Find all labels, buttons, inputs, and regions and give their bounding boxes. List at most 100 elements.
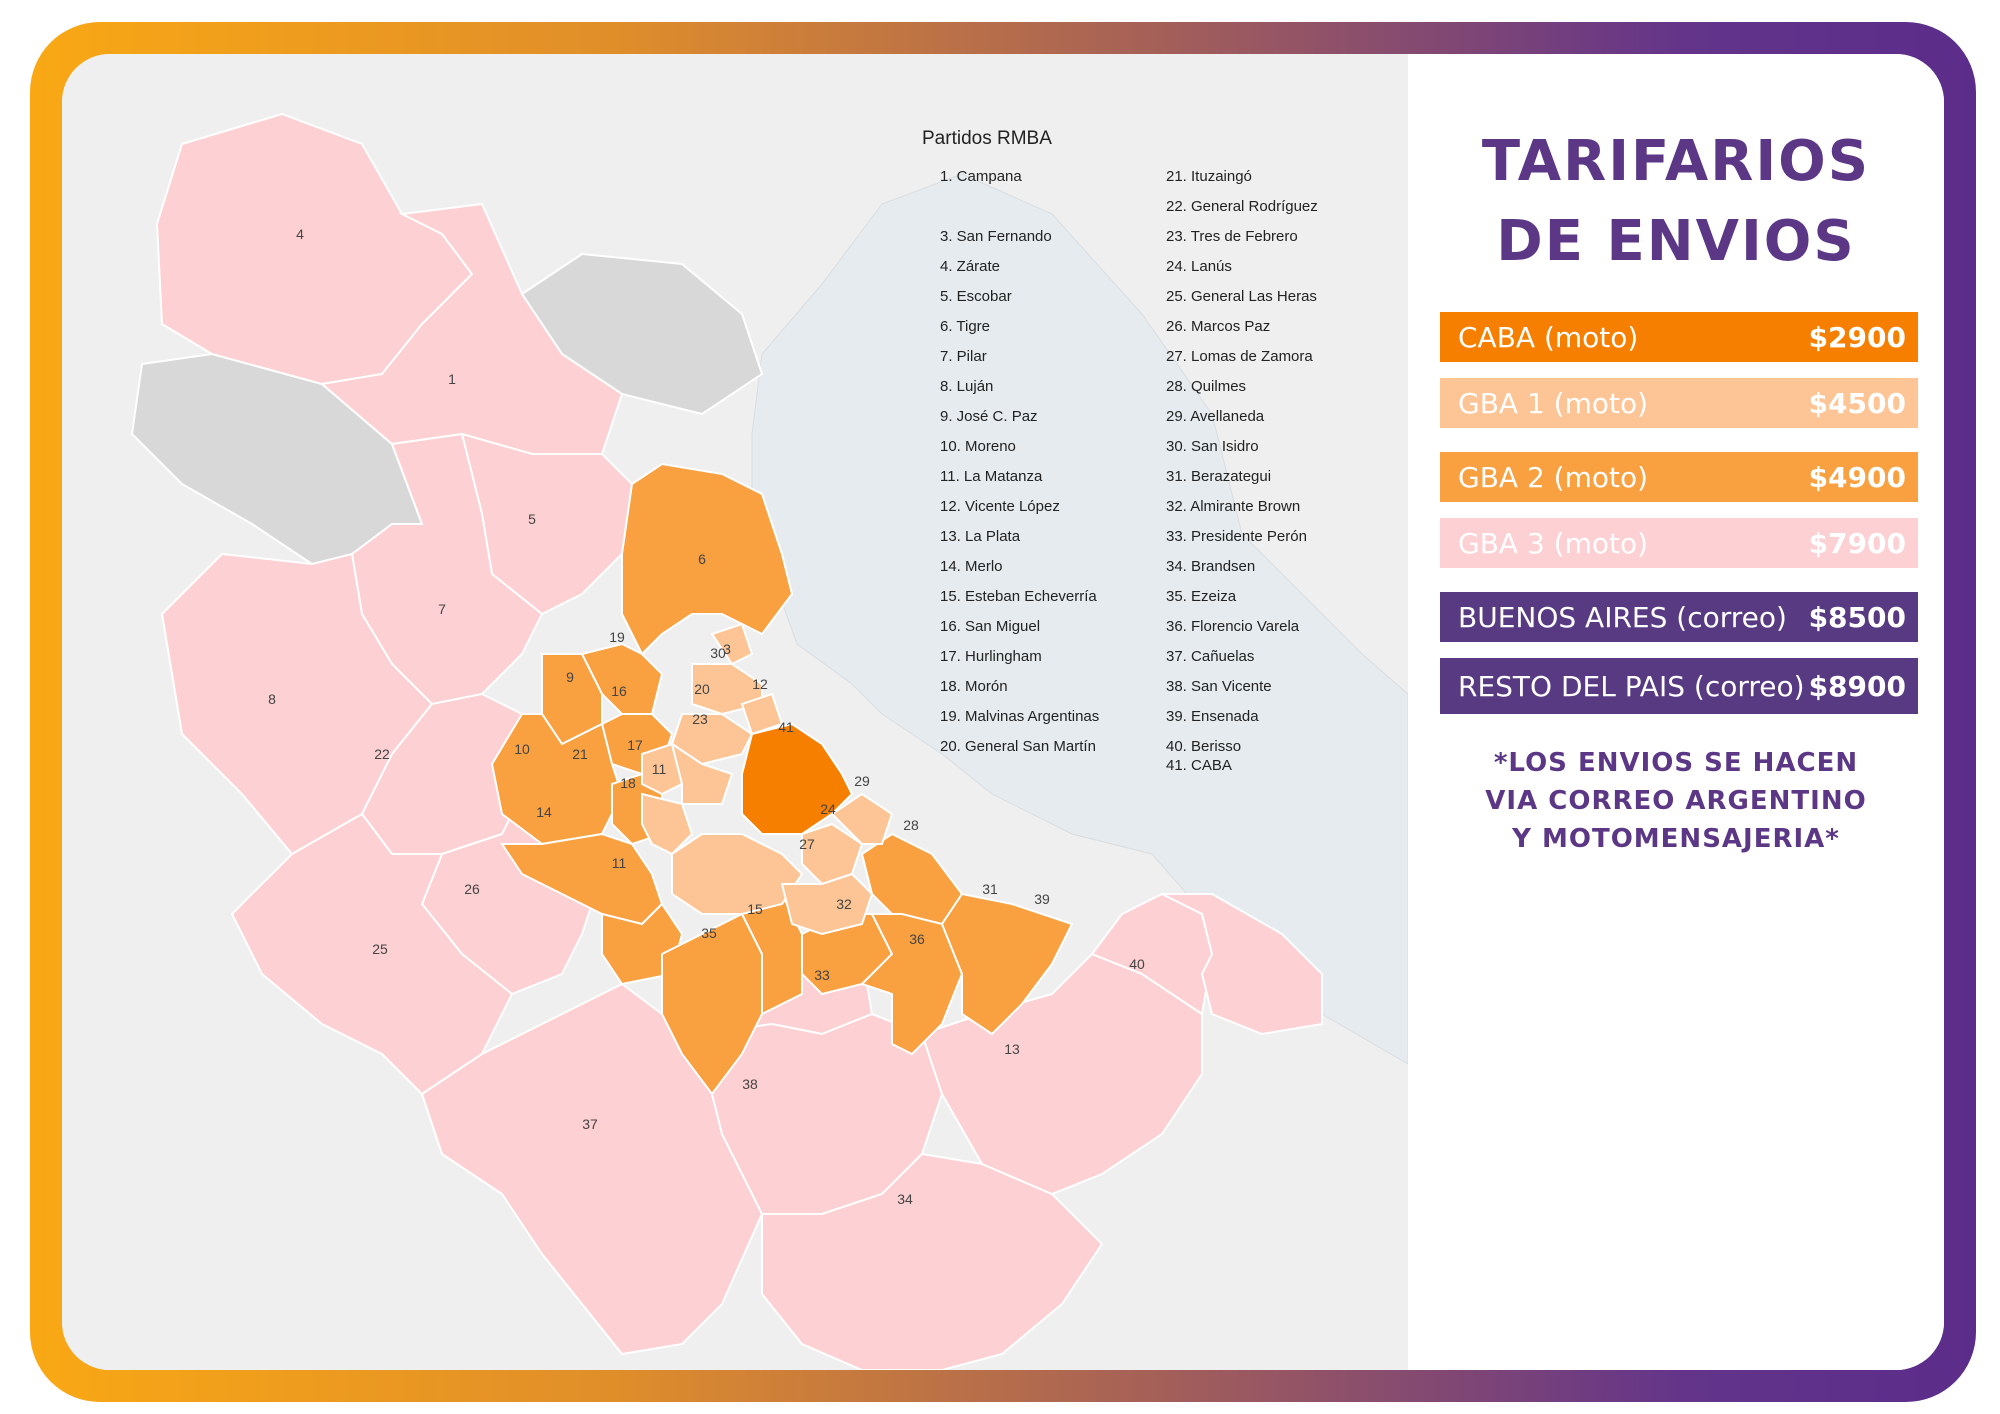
note-line-2: VIA CORREO ARGENTINO <box>1485 786 1867 816</box>
map-label-29: 29 <box>854 773 870 789</box>
map-label-37: 37 <box>582 1116 598 1132</box>
rate-row-resto-del-pais: RESTO DEL PAIS (correo) $8900 <box>1440 658 1918 714</box>
partido-35 <box>661 912 763 1096</box>
partido-12 <box>740 692 784 736</box>
map-label-38: 38 <box>742 1076 758 1092</box>
map-label-4: 4 <box>296 226 304 242</box>
title-line-1: TARIFARIOS <box>1481 129 1871 194</box>
rmba-map: 1 3 4 5 6 7 8 9 10 11 11 12 13 14 15 16 … <box>62 54 1408 1370</box>
partido-31 <box>940 892 1074 1036</box>
legend-item: 13. La Plata <box>940 528 1021 545</box>
map-label-6: 6 <box>698 551 706 567</box>
map-label-35: 35 <box>701 925 717 941</box>
partido-25 <box>230 812 514 1096</box>
legend-item: 10. Moreno <box>940 438 1016 455</box>
legend-item: 4. Zárate <box>940 258 1001 275</box>
map-label-18: 18 <box>620 775 636 791</box>
partido-17 <box>641 742 684 796</box>
shipping-note: *LOS ENVIOS SE HACEN VIA CORREO ARGENTIN… <box>1408 744 1944 858</box>
map-label-20: 20 <box>694 681 710 697</box>
rate-price: $4500 <box>1808 386 1906 420</box>
legend-item: 41. CABA <box>1166 757 1232 774</box>
legend-item: 23. Tres de Febrero <box>1166 228 1298 245</box>
map-labels: 1 3 4 5 6 7 8 9 10 11 11 12 13 14 15 16 … <box>268 226 1145 1207</box>
note-line-1: *LOS ENVIOS SE HACEN <box>1493 748 1859 778</box>
rate-label: GBA 2 (moto) <box>1458 460 1649 494</box>
legend-item: 21. Ituzaingó <box>1166 168 1252 185</box>
map-label-8: 8 <box>268 691 276 707</box>
legend-item: 3. San Fernando <box>940 228 1052 245</box>
card: 1 3 4 5 6 7 8 9 10 11 11 12 13 14 15 16 … <box>62 54 1944 1370</box>
map-label-33: 33 <box>814 967 830 983</box>
legend-item: 35. Ezeiza <box>1166 588 1237 605</box>
rate-label: RESTO DEL PAIS (correo) <box>1458 669 1805 703</box>
rate-label: GBA 1 (moto) <box>1458 386 1649 420</box>
rate-price: $7900 <box>1808 526 1906 560</box>
rate-row-buenos-aires: BUENOS AIRES (correo) $8500 <box>1440 592 1918 642</box>
map-label-11-north: 11 <box>652 761 667 777</box>
rate-row-gba2: GBA 2 (moto) $4900 <box>1440 452 1918 502</box>
partido-37 <box>420 982 764 1356</box>
legend-title: Partidos RMBA <box>922 128 1052 149</box>
legend-item: 18. Morón <box>940 678 1008 695</box>
rate-row-gba3: GBA 3 (moto) $7900 <box>1440 518 1918 568</box>
legend-item: 25. General Las Heras <box>1166 288 1317 305</box>
map-label-31: 31 <box>982 881 998 897</box>
legend-item: 30. San Isidro <box>1166 438 1259 455</box>
map-label-30: 30 <box>710 645 726 661</box>
legend-item: 36. Florencio Varela <box>1166 618 1300 635</box>
map-label-9: 9 <box>566 669 574 685</box>
map-label-28: 28 <box>903 817 919 833</box>
map-label-17: 17 <box>627 737 643 753</box>
legend-item: 24. Lanús <box>1166 258 1232 275</box>
rate-row-caba: CABA (moto) $2900 <box>1440 312 1918 362</box>
rate-label: CABA (moto) <box>1458 320 1639 354</box>
map-label-25: 25 <box>372 941 388 957</box>
legend-item: 40. Berisso <box>1166 738 1242 755</box>
partido-36 <box>860 913 964 1056</box>
legend-item: 32. Almirante Brown <box>1166 498 1301 515</box>
map-legend: Partidos RMBA 1. Campana 3. San Fernando… <box>922 128 1358 775</box>
legend-item: 33. Presidente Perón <box>1166 528 1307 545</box>
rate-label: GBA 3 (moto) <box>1458 526 1649 560</box>
legend-item: 9. José C. Paz <box>940 408 1038 425</box>
map-label-14: 14 <box>536 804 552 820</box>
legend-item: 5. Escobar <box>940 288 1012 305</box>
rate-label: BUENOS AIRES (correo) <box>1458 600 1787 634</box>
legend-item: 31. Berazategui <box>1166 468 1272 485</box>
zone-gba2 <box>490 462 1074 1096</box>
map-label-23: 23 <box>692 711 708 727</box>
legend-item: 37. Cañuelas <box>1166 648 1255 665</box>
legend-item: 11. La Matanza <box>940 468 1043 485</box>
map-label-19: 19 <box>609 629 625 645</box>
map-label-41: 41 <box>778 719 794 735</box>
map-label-40: 40 <box>1129 956 1145 972</box>
map-label-34: 34 <box>897 1191 913 1207</box>
legend-item: 14. Merlo <box>940 558 1003 575</box>
rate-price: $8900 <box>1808 669 1906 703</box>
legend-item: 17. Hurlingham <box>940 648 1042 665</box>
title-line-2: DE ENVIOS <box>1496 209 1856 274</box>
map-label-12: 12 <box>752 676 768 692</box>
legend-item: 22. General Rodríguez <box>1166 198 1318 215</box>
rate-price: $8500 <box>1808 600 1906 634</box>
legend-item <box>922 192 1132 222</box>
map-label-13: 13 <box>1004 1041 1020 1057</box>
partido-11 <box>671 833 804 915</box>
partido-28 <box>860 832 964 926</box>
partido-34 <box>761 1152 1104 1370</box>
rates-panel: TARIFARIOS DE ENVIOS CABA (moto) $2900 G… <box>1408 54 1944 1370</box>
partido-3 <box>710 622 754 666</box>
page-title: TARIFARIOS DE ENVIOS <box>1408 122 1944 282</box>
legend-item: 15. Esteban Echeverría <box>940 588 1097 605</box>
map-label-7: 7 <box>438 601 446 617</box>
map-label-16: 16 <box>611 683 627 699</box>
legend-item: 20. General San Martín <box>940 738 1096 755</box>
legend-item: 12. Vicente López <box>940 498 1060 515</box>
map-label-5: 5 <box>528 511 536 527</box>
partido-19 <box>580 642 664 715</box>
partido-27 <box>780 872 874 936</box>
legend-column-1: 1. Campana 3. San Fernando 4. Zárate 5. … <box>922 162 1132 775</box>
legend-item: 28. Quilmes <box>1166 378 1247 395</box>
map-label-1: 1 <box>448 371 456 387</box>
